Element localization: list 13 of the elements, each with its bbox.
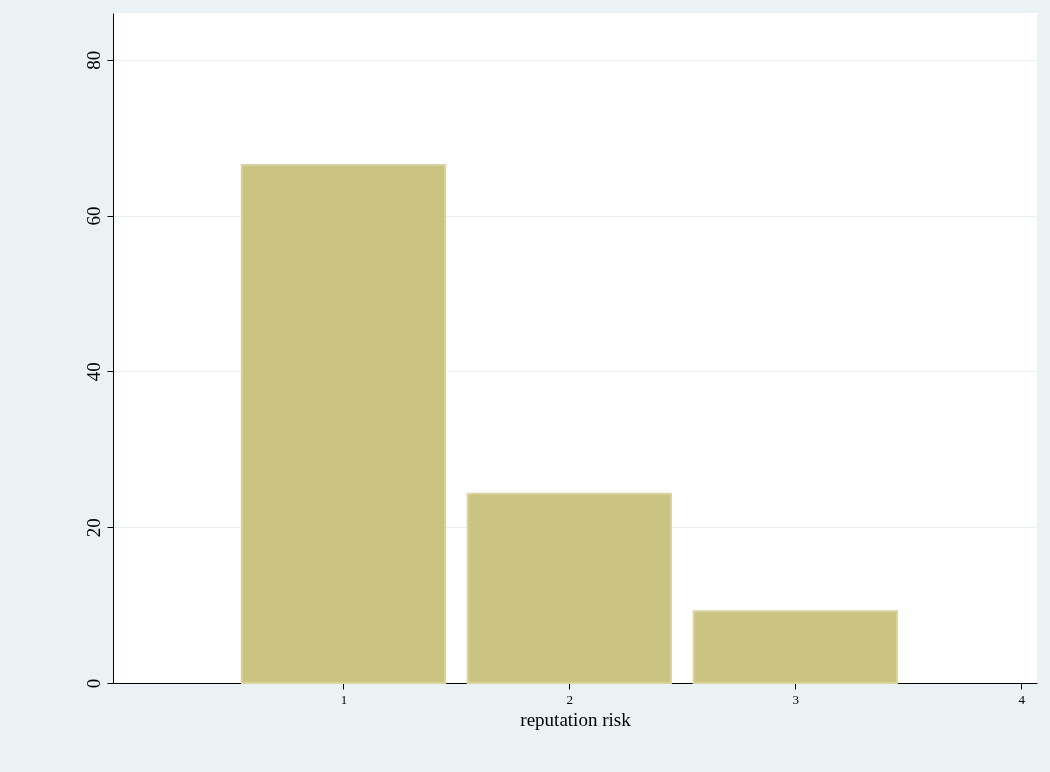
x-tick-label: 2: [566, 691, 574, 707]
bar: [240, 163, 447, 684]
bar: [466, 492, 673, 684]
x-axis-title: reputation risk: [520, 708, 632, 730]
x-tick-label: 4: [1018, 691, 1026, 707]
y-tick-label: 20: [82, 518, 104, 538]
bar: [692, 610, 898, 684]
y-tick-label: 40: [82, 362, 104, 382]
y-tick-label: 0: [82, 678, 104, 689]
y-tick-label: 80: [82, 50, 104, 70]
x-tick-label: 3: [792, 691, 800, 707]
y-tick-label: 60: [82, 206, 104, 226]
x-tick-label: 1: [340, 691, 348, 707]
